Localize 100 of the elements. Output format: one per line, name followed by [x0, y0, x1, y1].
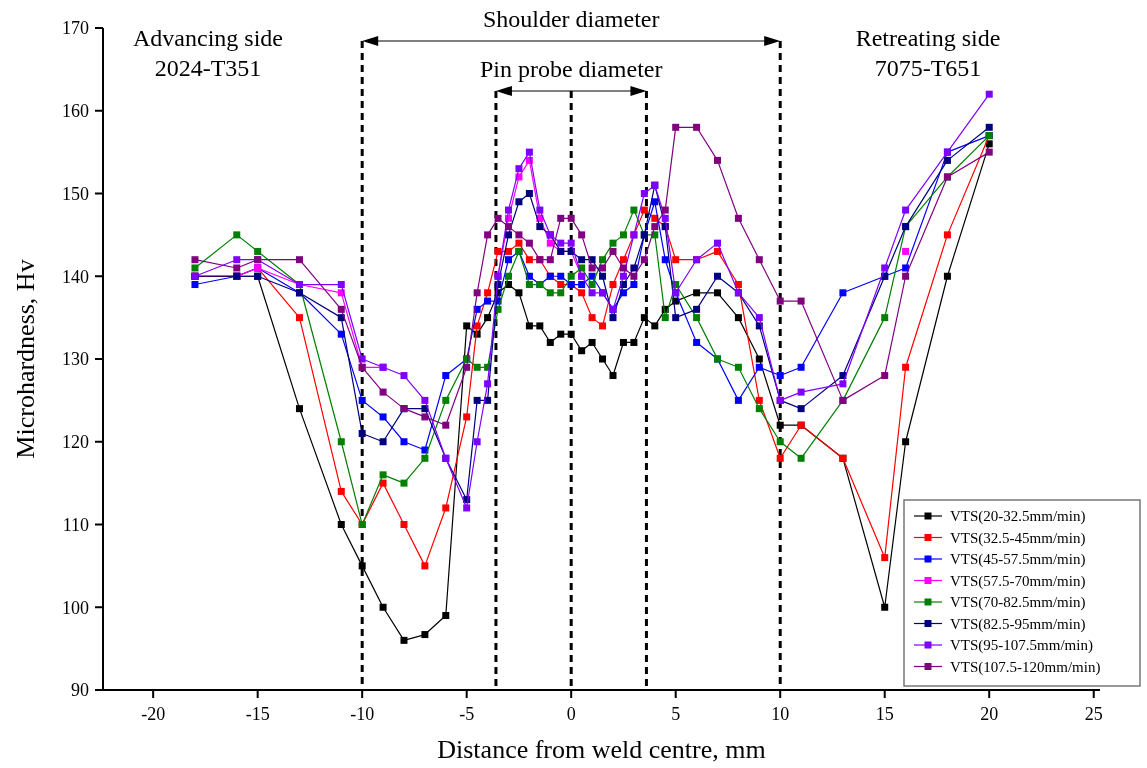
- point: [191, 264, 199, 272]
- point: [693, 314, 701, 322]
- point: [504, 256, 512, 264]
- x-tick-label: 25: [1084, 704, 1103, 724]
- point: [755, 256, 763, 264]
- point: [567, 330, 575, 338]
- x-tick-label: -15: [245, 704, 270, 724]
- point: [233, 256, 241, 264]
- point: [630, 272, 638, 280]
- point: [504, 206, 512, 214]
- point: [442, 396, 450, 404]
- point: [797, 388, 805, 396]
- legend-label: VTS(95-107.5mm/min): [950, 637, 1093, 655]
- point: [400, 479, 408, 487]
- point: [776, 438, 784, 446]
- point: [797, 454, 805, 462]
- point: [254, 247, 262, 255]
- point: [797, 297, 805, 305]
- point: [233, 264, 241, 272]
- point: [755, 405, 763, 413]
- point: [578, 347, 586, 355]
- point: [379, 413, 387, 421]
- point: [902, 247, 910, 255]
- point: [484, 314, 492, 322]
- point: [734, 314, 742, 322]
- point: [599, 264, 607, 272]
- point: [630, 206, 638, 214]
- point: [515, 289, 523, 297]
- point: [400, 636, 408, 644]
- point: [881, 603, 889, 611]
- point: [588, 338, 596, 346]
- point: [567, 272, 575, 280]
- point: [630, 338, 638, 346]
- point: [640, 206, 648, 214]
- x-tick-label: 0: [566, 704, 576, 724]
- point: [714, 289, 721, 297]
- point: [337, 305, 345, 313]
- annotation: Advancing side 2024-T351: [133, 25, 283, 81]
- point: [588, 314, 596, 322]
- point: [599, 256, 607, 264]
- point: [525, 322, 533, 330]
- point: [755, 355, 763, 363]
- point: [504, 247, 512, 255]
- point: [421, 396, 429, 404]
- point: [484, 380, 492, 388]
- point: [588, 289, 596, 297]
- point: [902, 438, 910, 446]
- point: [776, 372, 784, 380]
- point: [536, 206, 544, 214]
- point: [463, 363, 471, 371]
- x-tick-label: 15: [875, 704, 894, 724]
- point: [588, 264, 596, 272]
- point: [672, 314, 680, 322]
- y-tick-label: 160: [62, 101, 89, 122]
- point: [881, 554, 889, 562]
- point: [400, 438, 408, 446]
- point: [295, 256, 303, 264]
- point: [714, 272, 721, 280]
- point: [473, 396, 481, 404]
- point: [337, 438, 345, 446]
- point: [755, 314, 763, 322]
- point: [484, 231, 492, 239]
- annotation: Shoulder diameter: [482, 6, 660, 32]
- point: [902, 264, 910, 272]
- point: [525, 239, 533, 247]
- point: [640, 256, 648, 264]
- point: [525, 281, 533, 289]
- point: [651, 223, 659, 231]
- x-tick-label: -10: [350, 704, 375, 724]
- point: [640, 314, 648, 322]
- y-tick-label: 130: [62, 349, 89, 370]
- point: [755, 363, 763, 371]
- point: [463, 413, 471, 421]
- point: [546, 289, 554, 297]
- point: [797, 363, 805, 371]
- point: [734, 363, 742, 371]
- point: [599, 272, 607, 280]
- point: [233, 231, 241, 239]
- point: [546, 256, 554, 264]
- point: [557, 272, 565, 280]
- point: [557, 214, 565, 222]
- y-tick-label: 90: [71, 680, 89, 701]
- point: [504, 223, 512, 231]
- y-tick-label: 150: [62, 183, 89, 204]
- point: [630, 281, 638, 289]
- point: [640, 190, 648, 197]
- point: [714, 239, 721, 247]
- point: [515, 165, 523, 173]
- point: [578, 289, 586, 297]
- point: [661, 314, 669, 322]
- annotation: Pin probe diameter: [479, 56, 663, 82]
- point: [421, 454, 429, 462]
- point: [536, 322, 544, 330]
- point: [985, 123, 993, 131]
- point: [295, 314, 303, 322]
- point: [358, 429, 366, 437]
- y-axis-title: Microhardness, Hv: [11, 259, 40, 459]
- point: [442, 504, 450, 512]
- point: [609, 281, 617, 289]
- legend-label: VTS(107.5-120mm/min): [950, 658, 1101, 676]
